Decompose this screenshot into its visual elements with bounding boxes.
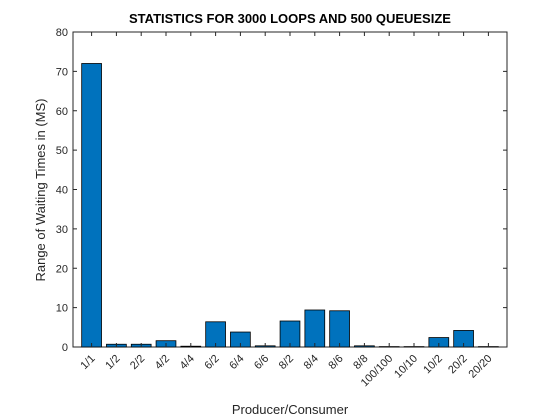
x-tick-label-6-6: 6/6 — [252, 353, 271, 372]
x-tick-label-1-1: 1/1 — [78, 353, 97, 372]
x-tick-label-2-2: 2/2 — [128, 353, 147, 372]
x-tick-label-8-8: 8/8 — [351, 353, 370, 372]
y-tick-label-80: 80 — [56, 27, 68, 39]
x-tick-label-4-4: 4/4 — [178, 353, 197, 372]
x-tick-label-4-2: 4/2 — [153, 353, 172, 372]
x-tick-label-10-10: 10/10 — [392, 353, 420, 381]
plot-area: 0 10 20 30 40 50 60 70 80 1/1 1/2 2/2 4/2 4/4 6/2 6/4 6/… — [56, 27, 508, 389]
x-axis-label: Producer/Consumer — [232, 402, 349, 417]
bar-8-6 — [329, 310, 350, 348]
x-tick-label-20-20: 20/20 — [467, 353, 495, 381]
chart-title: STATISTICS FOR 3000 LOOPS AND 500 QUEUES… — [129, 11, 451, 26]
y-tick-label-10: 10 — [56, 303, 68, 315]
y-tick-label-0: 0 — [62, 342, 68, 354]
x-tick-label-8-6: 8/6 — [326, 353, 345, 372]
x-tick-label-8-2: 8/2 — [277, 353, 296, 372]
y-tick-label-60: 60 — [56, 106, 68, 118]
x-tick-label-6-4: 6/4 — [227, 353, 246, 372]
bar-8-4 — [304, 309, 326, 348]
x-tick-label-6-2: 6/2 — [202, 353, 221, 372]
plot-frame — [72, 31, 508, 348]
y-tick-label-20: 20 — [56, 263, 68, 275]
bar-1-1 — [81, 63, 102, 348]
y-axis-label: Range of Waiting Times in (MS) — [33, 98, 48, 281]
x-tick-label-10-2: 10/2 — [421, 353, 445, 377]
y-tick-label-50: 50 — [56, 145, 68, 157]
y-tick-label-30: 30 — [56, 224, 68, 236]
y-tick-label-70: 70 — [56, 66, 68, 78]
y-tick-label-40: 40 — [56, 185, 68, 197]
x-tick-label-8-4: 8/4 — [302, 353, 321, 372]
x-tick-label-1-2: 1/2 — [103, 353, 122, 372]
